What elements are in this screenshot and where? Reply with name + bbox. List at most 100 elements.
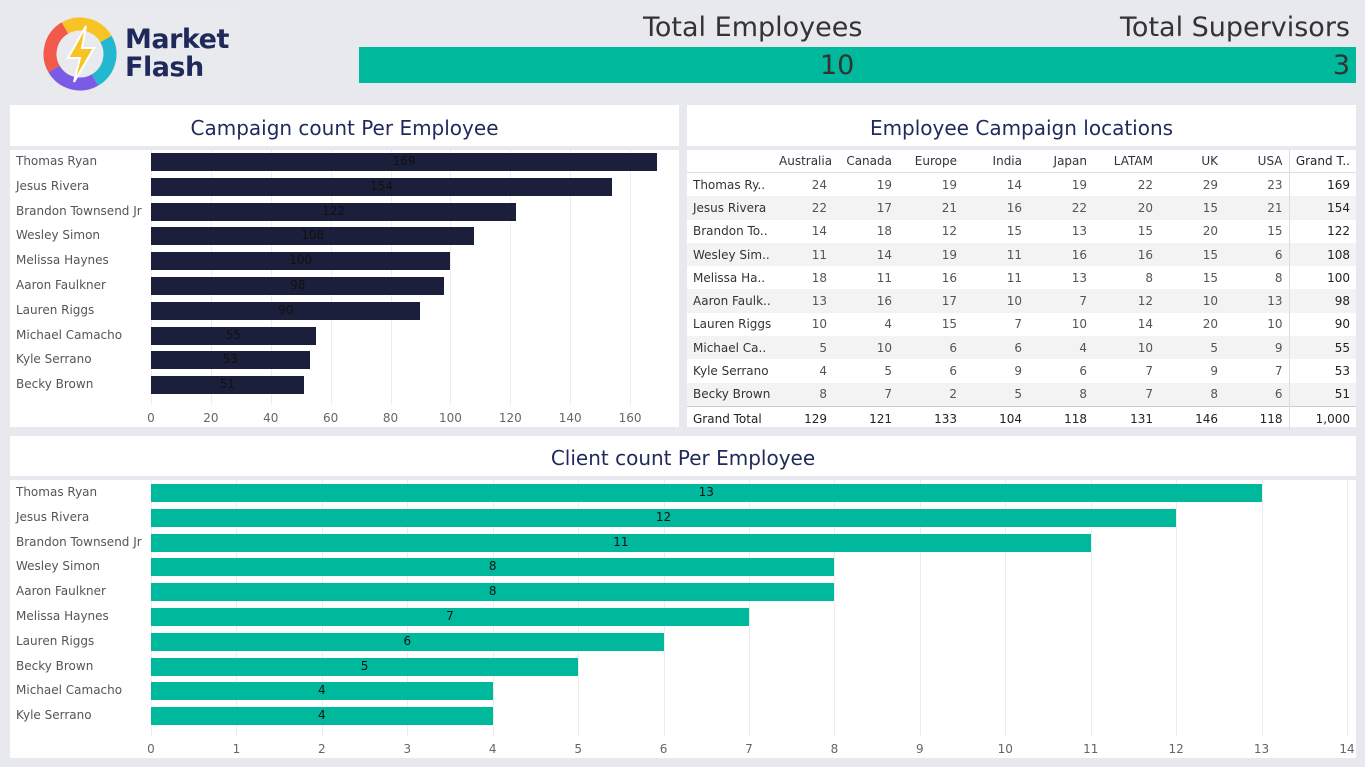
x-tick-label: 60 (323, 411, 339, 425)
x-tick-label: 8 (830, 742, 839, 756)
bar (151, 202, 517, 221)
bar-value-label: 53 (222, 352, 238, 367)
bar (151, 558, 835, 577)
total-cell: 1,000 (1288, 405, 1356, 431)
x-tick-label: 0 (147, 411, 155, 425)
total-employees-value: 10 (820, 50, 855, 81)
gridline (1090, 480, 1092, 736)
bar-value-label: 51 (219, 377, 235, 392)
value-cell: 16 (941, 270, 957, 285)
value-cell: 53 (1288, 359, 1356, 383)
bar (151, 682, 493, 701)
value-cell: 10 (1267, 317, 1283, 332)
value-cell: 8 (1274, 270, 1283, 285)
column-header: India (963, 150, 1028, 173)
employee-label: Kyle Serrano (16, 352, 92, 367)
value-cell: 19 (941, 177, 957, 192)
value-cell: 15 (1267, 224, 1283, 239)
value-cell: 11 (876, 270, 892, 285)
value-cell: 12 (1093, 289, 1159, 313)
bar (151, 583, 835, 602)
value-cell: 18 (811, 270, 827, 285)
bar (151, 484, 1262, 502)
gridline (834, 480, 836, 736)
value-cell: 10 (963, 289, 1028, 313)
value-cell: 21 (1224, 196, 1289, 220)
table-row: Lauren Riggs 10 4 15 7 10 14 20 10 90 (687, 312, 1356, 337)
employee-name-cell: Thomas Ry.. (693, 177, 766, 192)
value-cell: 13 (1224, 289, 1289, 313)
x-tick-label: 13 (1253, 742, 1270, 756)
value-cell: 22 (1028, 196, 1093, 220)
value-cell: 8 (1145, 270, 1153, 285)
bar-value-label: 13 (698, 485, 714, 499)
bar (151, 707, 493, 726)
value-cell: 8 (1028, 382, 1093, 407)
gridline (919, 480, 921, 736)
total-supervisors-label: Total Supervisors (1120, 12, 1350, 43)
title-divider (10, 476, 1356, 480)
employee-name-cell: Jesus Rivera (687, 196, 773, 220)
campaign-chart-title: Campaign count Per Employee (190, 116, 499, 140)
x-tick-label: 40 (263, 411, 279, 425)
bar-value-label: 6 (403, 633, 412, 648)
title-divider (687, 146, 1356, 150)
value-cell: 4 (1028, 336, 1093, 360)
table-header-row: Australia Canada Europe India Japan LATAM UK US… (687, 150, 1356, 173)
locations-table-panel: Employee Campaign locations Australia Can… (687, 105, 1356, 431)
table-row: Kyle Serrano 4 5 6 9 6 7 9 7 53 (687, 359, 1356, 383)
x-tick-label: 9 (916, 742, 924, 756)
value-cell: 21 (898, 196, 963, 220)
value-cell: 14 (811, 224, 827, 239)
table-row: Jesus Rivera 22 17 21 16 22 20 15 21 154 (687, 196, 1356, 220)
bar-value-label: 12 (655, 509, 672, 524)
gridline (450, 150, 452, 405)
value-cell: 122 (1288, 219, 1356, 243)
bar (151, 632, 664, 651)
kpi-bar (359, 47, 1356, 83)
x-tick-label: 120 (498, 411, 522, 425)
employee-name-cell: Becky Brown (687, 382, 773, 407)
value-cell: 7 (1145, 364, 1153, 379)
bar (151, 376, 304, 395)
value-cell: 22 (1137, 177, 1153, 192)
value-cell: 6 (949, 364, 957, 379)
total-cell: 133 (898, 405, 963, 431)
bar-value-label: 108 (301, 228, 325, 243)
value-cell: 4 (884, 317, 892, 332)
value-cell: 23 (1267, 177, 1283, 192)
value-cell: 29 (1202, 177, 1218, 192)
grand-total-label: Grand Total (687, 405, 773, 431)
campaign-locations-table: Australia Canada Europe India Japan LATAM UK US… (687, 150, 1356, 431)
employee-label: Wesley Simon (16, 559, 101, 574)
bar-value-label: 90 (278, 302, 294, 317)
table-row: Aaron Faulk.. 13 16 17 10 7 12 10 13 98 (687, 289, 1356, 313)
column-header: Europe (898, 150, 963, 173)
x-tick-label: 11 (1083, 742, 1099, 756)
bar (151, 608, 749, 626)
total-supervisors-value: 3 (1332, 50, 1350, 81)
value-cell: 14 (1006, 177, 1022, 192)
value-cell: 7 (1028, 289, 1093, 313)
bar (151, 153, 658, 171)
value-cell: 7 (1093, 382, 1159, 407)
value-cell: 6 (963, 336, 1028, 360)
employee-label: Becky Brown (16, 658, 94, 673)
bar (151, 326, 316, 345)
value-cell: 100 (1288, 266, 1356, 290)
value-cell: 10 (1093, 336, 1159, 360)
employee-label: Michael Camacho (16, 327, 123, 342)
value-cell: 2 (898, 382, 963, 407)
x-tick-label: 140 (558, 411, 582, 425)
x-tick-label: 10 (997, 742, 1013, 756)
value-cell: 108 (1288, 242, 1356, 267)
value-cell: 12 (941, 224, 957, 239)
value-cell: 5 (1159, 336, 1224, 360)
total-cell: 146 (1159, 405, 1224, 431)
bar-value-label: 55 (225, 327, 241, 342)
bar (151, 277, 445, 295)
bar-value-label: 100 (289, 253, 313, 268)
value-cell: 13 (1071, 270, 1087, 285)
x-tick-label: 2 (318, 742, 326, 756)
employee-name-cell: Brandon To.. (693, 224, 768, 239)
